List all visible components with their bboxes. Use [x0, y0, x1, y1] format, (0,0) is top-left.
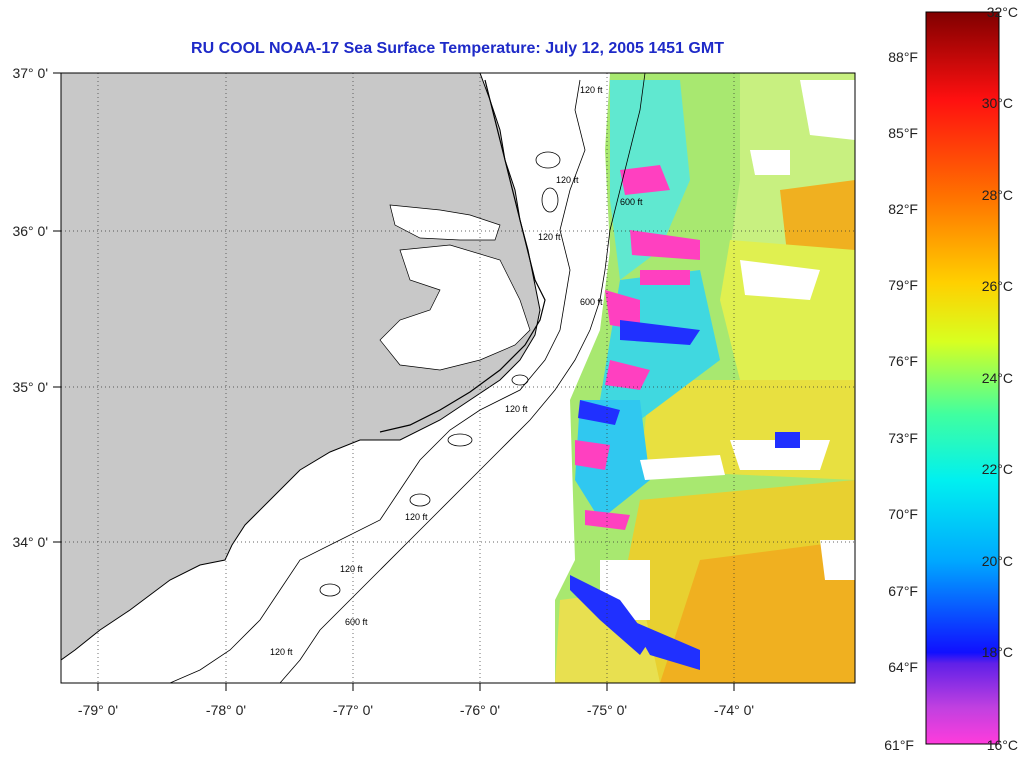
fahrenheit-label: 88°F	[888, 49, 918, 65]
celsius-label: 24°C	[982, 370, 1013, 386]
fahrenheit-label: 61°F	[884, 737, 914, 753]
fahrenheit-label: 67°F	[888, 583, 918, 599]
bathymetry-contours	[169, 73, 646, 683]
colorbar-scale	[925, 11, 1000, 745]
x-axis-labels: -79° 0' -78° 0' -77° 0' -76° 0' -75° 0' …	[78, 702, 754, 718]
contour-label: 120 ft	[580, 85, 603, 95]
celsius-label: 20°C	[982, 553, 1013, 569]
outer-banks	[379, 79, 546, 433]
celsius-label: 32°C	[987, 4, 1018, 20]
sst-swath	[555, 73, 855, 683]
lon-tick-label: -74° 0'	[714, 702, 754, 718]
lat-tick-label: 35° 0'	[12, 379, 48, 395]
celsius-label: 18°C	[982, 644, 1013, 660]
plot-frame	[60, 72, 856, 684]
celsius-label: 30°C	[982, 95, 1013, 111]
contour-label: 600 ft	[345, 617, 368, 627]
lon-tick-label: -76° 0'	[460, 702, 500, 718]
contour-label: 120 ft	[556, 175, 579, 185]
fahrenheit-labels: 88°F 85°F 82°F 79°F 76°F 73°F 70°F 67°F …	[884, 49, 918, 753]
fahrenheit-label: 64°F	[888, 659, 918, 675]
contour-label: 120 ft	[405, 512, 428, 522]
pamlico-sound	[379, 244, 531, 371]
lon-tick-label: -77° 0'	[333, 702, 373, 718]
graticule	[61, 73, 855, 683]
celsius-label: 28°C	[982, 187, 1013, 203]
map-title: RU COOL NOAA-17 Sea Surface Temperature:…	[191, 40, 724, 57]
celsius-label: 16°C	[987, 737, 1018, 753]
fahrenheit-label: 76°F	[888, 353, 918, 369]
colorbar: 88°F 85°F 82°F 79°F 76°F 73°F 70°F 67°F …	[884, 4, 1018, 753]
celsius-label: 26°C	[982, 278, 1013, 294]
contour-label: 600 ft	[620, 197, 643, 207]
lon-tick-label: -78° 0'	[206, 702, 246, 718]
contour-label: 600 ft	[580, 297, 603, 307]
fahrenheit-label: 82°F	[888, 201, 918, 217]
celsius-labels: 32°C 30°C 28°C 26°C 24°C 22°C 20°C 18°C …	[982, 4, 1018, 753]
fahrenheit-label: 79°F	[888, 277, 918, 293]
contour-label: 120 ft	[538, 232, 561, 242]
lat-tick-label: 34° 0'	[12, 534, 48, 550]
fahrenheit-label: 73°F	[888, 430, 918, 446]
lon-tick-label: -79° 0'	[78, 702, 118, 718]
fahrenheit-label: 85°F	[888, 125, 918, 141]
fahrenheit-label: 70°F	[888, 506, 918, 522]
y-axis-labels: 37° 0' 36° 0' 35° 0' 34° 0'	[12, 65, 48, 550]
lat-tick-label: 37° 0'	[12, 65, 48, 81]
contour-label: 120 ft	[270, 647, 293, 657]
contour-label: 120 ft	[340, 564, 363, 574]
contour-labels: 120 ft 120 ft 600 ft 120 ft 600 ft 120 f…	[270, 85, 643, 657]
axis-ticks	[53, 72, 735, 691]
lon-tick-label: -75° 0'	[587, 702, 627, 718]
lat-tick-label: 36° 0'	[12, 223, 48, 239]
contour-label: 120 ft	[505, 404, 528, 414]
celsius-label: 22°C	[982, 461, 1013, 477]
